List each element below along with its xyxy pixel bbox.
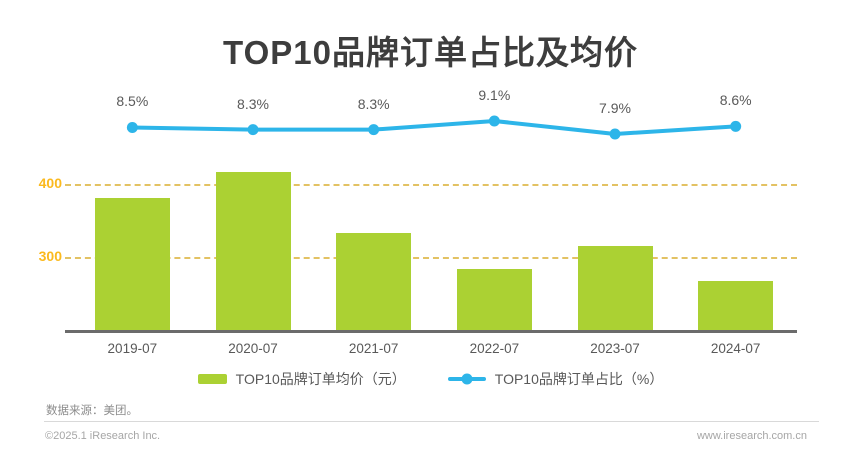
point-label-2022-07: 9.1% (478, 87, 511, 103)
data-source-note: 数据来源：美团。 (46, 405, 138, 417)
bar-swatch-icon (197, 374, 227, 384)
x-label-2022-07: 2022-07 (469, 341, 520, 356)
line-point-2020-07 (247, 124, 259, 136)
x-label-2020-07: 2020-07 (228, 341, 278, 356)
point-label-2019-07: 8.5% (116, 93, 149, 110)
line-series-path (132, 119, 736, 136)
x-axis-line (65, 330, 797, 333)
point-label-2023-07: 7.9% (599, 99, 631, 116)
bar-2023-07 (577, 245, 653, 331)
footer-divider (44, 421, 819, 422)
point-label-2020-07: 8.3% (237, 95, 269, 112)
legend-item-line: TOP10品牌订单占比（%） (447, 369, 664, 389)
line-dot-icon (461, 373, 473, 385)
chart-title: TOP10品牌订单占比及均价 (223, 34, 638, 71)
line-point-2024-07 (730, 120, 742, 132)
website-link[interactable]: www.iresearch.com.cn (696, 430, 807, 442)
line-swatch-icon (447, 373, 486, 385)
bar-2022-07 (456, 269, 532, 331)
y-tick-label: 300 (38, 248, 62, 264)
legend: TOP10品牌订单均价（元） TOP10品牌订单占比（%） (0, 369, 861, 389)
gridline-300 (65, 257, 797, 259)
x-label-2019-07: 2019-07 (107, 341, 158, 356)
x-label-2024-07: 2024-07 (710, 341, 761, 356)
legend-bar-label: TOP10品牌订单均价（元） (235, 371, 406, 387)
line-point-2019-07 (126, 121, 138, 133)
line-point-2022-07 (488, 115, 500, 127)
y-tick-label: 400 (38, 174, 62, 191)
bar-2019-07 (94, 198, 170, 331)
legend-item-bar: TOP10品牌订单均价（元） (197, 369, 406, 389)
copyright-text: ©2025.1 iResearch Inc. (45, 430, 161, 442)
x-label-2023-07: 2023-07 (590, 341, 640, 356)
bar-2020-07 (215, 172, 291, 331)
bar-2024-07 (698, 280, 774, 331)
line-point-2021-07 (368, 124, 380, 136)
legend-line-label: TOP10品牌订单占比（%） (494, 371, 664, 387)
bar-2021-07 (336, 233, 412, 331)
point-label-2021-07: 8.3% (357, 95, 390, 112)
line-point-2023-07 (609, 128, 621, 140)
x-label-2021-07: 2021-07 (348, 341, 399, 356)
gridline-400 (65, 183, 797, 186)
point-label-2024-07: 8.6% (719, 92, 752, 109)
